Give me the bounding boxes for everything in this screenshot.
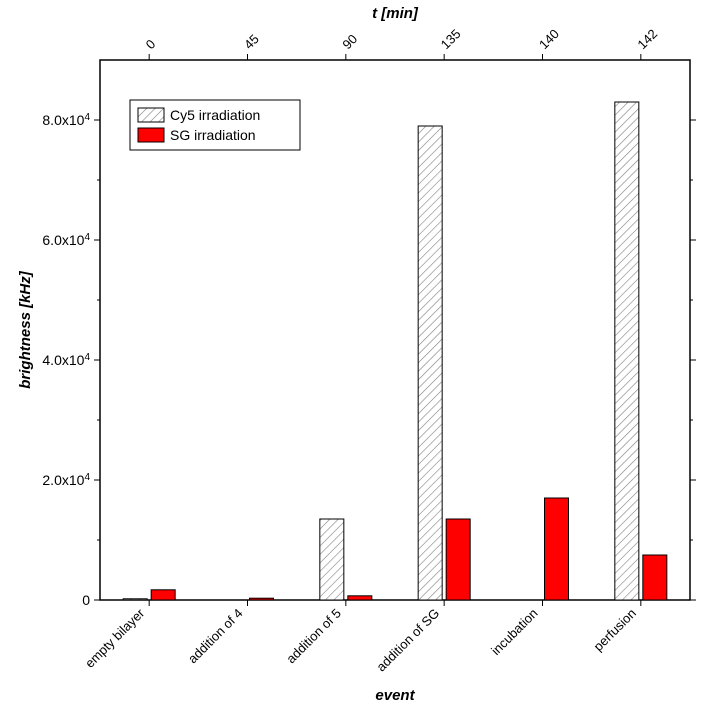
top-tick-label: 45	[241, 31, 262, 52]
top-axis-label: t [min]	[372, 5, 419, 22]
legend-swatch-cy5	[138, 108, 164, 122]
y-tick-label: 0	[82, 592, 90, 608]
top-tick-label: 142	[634, 26, 660, 52]
category-label: perfusion	[591, 606, 639, 654]
bar-sg	[545, 498, 569, 600]
category-label: incubation	[488, 606, 541, 659]
bar-sg	[250, 598, 274, 600]
bar-sg	[348, 596, 372, 600]
bar-cy5	[123, 599, 147, 600]
category-label: addition of 5	[283, 606, 344, 667]
top-tick-label: 90	[339, 31, 360, 52]
brightness-bar-chart: t [min] 0 45 90 135 140 142 0 2.0x104 4.0x104 6.0x…	[0, 0, 728, 707]
top-tick-label: 0	[143, 36, 159, 52]
bar-cy5	[418, 126, 442, 600]
y-axis-label: brightness [kHz]	[17, 270, 34, 389]
category-label: empty bilayer	[82, 605, 148, 671]
y-tick-label: 8.0x104	[42, 112, 90, 129]
bar-sg	[643, 555, 667, 600]
bar-cy5	[320, 519, 344, 600]
y-tick-label: 6.0x104	[42, 232, 90, 249]
y-tick-label: 4.0x104	[42, 352, 90, 369]
category-label: addition of SG	[373, 606, 442, 675]
svg-text:2.0x104: 2.0x104	[42, 472, 90, 489]
x-axis-label: event	[375, 687, 415, 704]
top-tick-label: 135	[438, 26, 464, 52]
svg-text:4.0x104: 4.0x104	[42, 352, 90, 369]
category-label: addition of 4	[185, 606, 246, 667]
legend-swatch-sg	[138, 128, 164, 142]
svg-text:6.0x104: 6.0x104	[42, 232, 90, 249]
legend-label-sg: SG irradiation	[170, 127, 256, 143]
bar-sg	[151, 590, 175, 600]
bar-sg	[446, 519, 470, 600]
legend-label-cy5: Cy5 irradiation	[170, 107, 260, 123]
bar-cy5	[615, 102, 639, 600]
y-tick-label: 2.0x104	[42, 472, 90, 489]
top-tick-label: 140	[536, 26, 562, 52]
svg-text:8.0x104: 8.0x104	[42, 112, 90, 129]
